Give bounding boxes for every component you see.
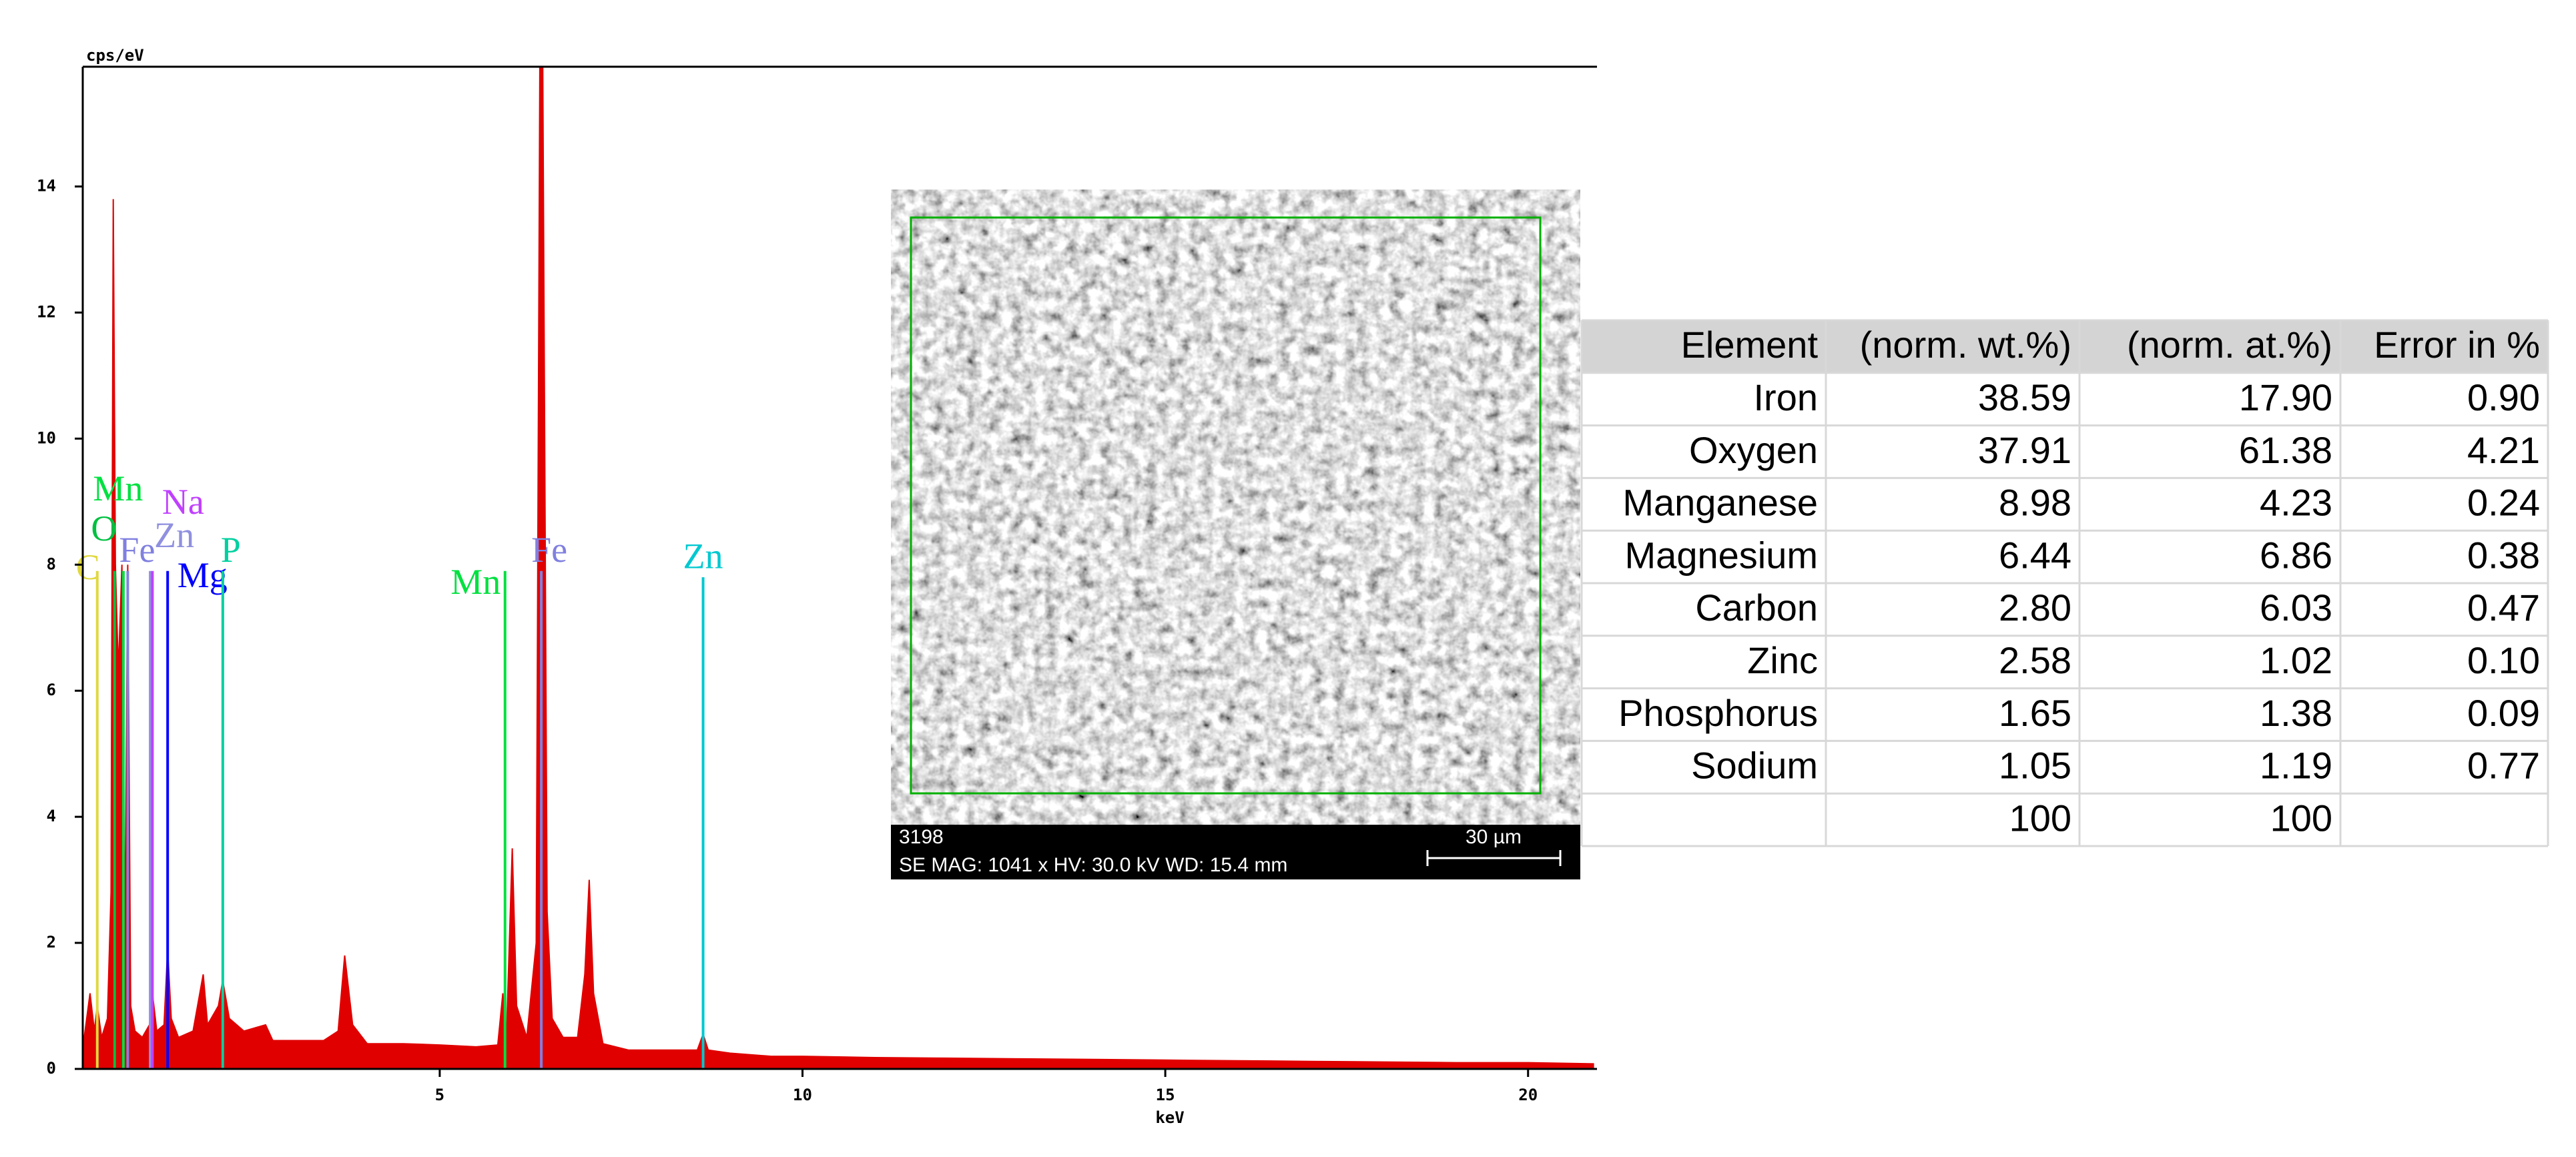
- x-tick-label: 10: [793, 1086, 812, 1104]
- element-label: Zn: [683, 536, 723, 576]
- table-cell: Sodium: [1691, 745, 1818, 787]
- table-cell: 8.98: [1999, 482, 2071, 524]
- table-cell: Magnesium: [1625, 534, 1818, 576]
- table-cell: 4.21: [2467, 429, 2540, 471]
- table-cell: Iron: [1754, 376, 1819, 418]
- sem-info-bar: [891, 825, 1580, 879]
- table-cell: 4.23: [2260, 482, 2332, 524]
- sem-id: 3198: [899, 826, 944, 848]
- table-cell: 0.38: [2467, 534, 2540, 576]
- element-label: Fe: [119, 530, 155, 570]
- table-cell: 61.38: [2239, 429, 2332, 471]
- x-tick-label: 5: [435, 1086, 444, 1104]
- table-cell: Oxygen: [1689, 429, 1818, 471]
- y-axis-label: cps/eV: [86, 46, 144, 65]
- sem-image: 3198 SE MAG: 1041 x HV: 30.0 kV WD: 15.4…: [891, 189, 1580, 879]
- table-header-cell: Element: [1681, 324, 1819, 366]
- table-cell: 0.90: [2467, 376, 2540, 418]
- element-label: Mg: [178, 555, 228, 595]
- table-cell: 1.19: [2260, 745, 2332, 787]
- table-header-cell: (norm. wt.%): [1860, 324, 2071, 366]
- table-header-cell: Error in %: [2374, 324, 2540, 366]
- table-cell: 0.77: [2467, 745, 2540, 787]
- element-label: Zn: [154, 515, 194, 555]
- table-cell: 17.90: [2239, 376, 2332, 418]
- table-cell: Carbon: [1695, 587, 1818, 629]
- y-tick-label: 12: [37, 302, 56, 321]
- table-header-cell: (norm. at.%): [2127, 324, 2332, 366]
- y-tick-label: 10: [37, 428, 56, 447]
- table-header-bg: [1582, 320, 2548, 373]
- y-tick-label: 2: [47, 933, 56, 951]
- x-tick-label: 20: [1518, 1086, 1538, 1104]
- table-cell: Zinc: [1747, 639, 1818, 681]
- table-cell: 37.91: [1978, 429, 2071, 471]
- sem-region: [910, 216, 1542, 795]
- x-tick-label: 15: [1156, 1086, 1175, 1104]
- table-cell: 6.86: [2260, 534, 2332, 576]
- table-cell: 1.38: [2260, 692, 2332, 734]
- table-cell: 6.03: [2260, 587, 2332, 629]
- element-label: C: [76, 547, 100, 587]
- sem-scale-label: 30 µm: [1466, 826, 1522, 848]
- table: Element (norm. wt.%) (norm. at.%) Error in …: [1580, 319, 2549, 847]
- element-label: Fe: [531, 530, 567, 570]
- element-label: P: [221, 530, 241, 570]
- element-label: Mn: [450, 562, 501, 602]
- table-cell: 2.58: [1999, 639, 2071, 681]
- table-cell: 2.80: [1999, 587, 2071, 629]
- table-cell: 0.47: [2467, 587, 2540, 629]
- sem-info: SE MAG: 1041 x HV: 30.0 kV WD: 15.4 mm: [899, 854, 1287, 876]
- spectrum-area: [83, 66, 1594, 1070]
- table-cell: 6.44: [1999, 534, 2071, 576]
- table-cell: 1.05: [1999, 745, 2071, 787]
- y-tick-label: 4: [47, 807, 56, 825]
- y-tick-label: 14: [37, 176, 56, 195]
- sem-scale-bar: [1426, 850, 1562, 866]
- table-cell: 0.09: [2467, 692, 2540, 734]
- table-cell: 100: [2270, 797, 2332, 839]
- table-cell: 1.02: [2260, 639, 2332, 681]
- table-cell: Phosphorus: [1618, 692, 1818, 734]
- element-label: Mn: [93, 468, 143, 508]
- element-label: Na: [162, 482, 204, 522]
- x-axis-label: keV: [1155, 1108, 1184, 1127]
- table-cell: 0.10: [2467, 639, 2540, 681]
- y-tick-label: 8: [47, 554, 56, 573]
- y-tick-label: 0: [47, 1059, 56, 1078]
- y-tick-label: 6: [47, 681, 56, 699]
- table-cell: Manganese: [1622, 482, 1818, 524]
- table-cell: 1.65: [1999, 692, 2071, 734]
- table-cell: 0.24: [2467, 482, 2540, 524]
- table-cell: 38.59: [1978, 376, 2071, 418]
- sem-texture: [891, 189, 1580, 825]
- element-label: O: [91, 508, 117, 548]
- table-cell: 100: [2009, 797, 2071, 839]
